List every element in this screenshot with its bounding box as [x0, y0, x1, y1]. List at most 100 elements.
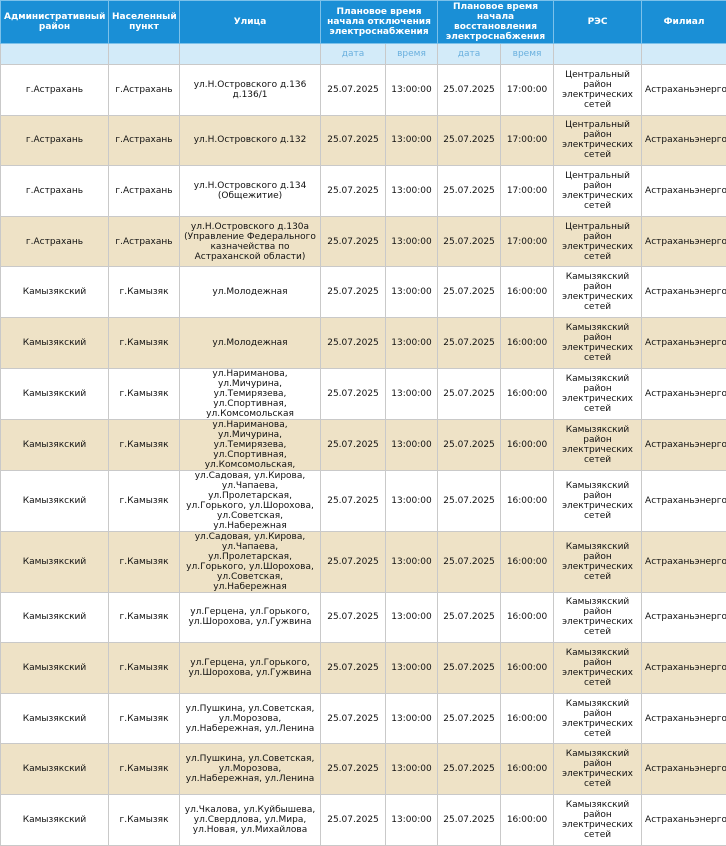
- table-cell: 17:00:00: [501, 216, 554, 267]
- table-cell: г.Камызяк: [109, 419, 180, 470]
- table-cell: 16:00:00: [501, 744, 554, 795]
- table-cell: Камызякский: [1, 267, 109, 318]
- column-header: Филиал: [642, 1, 726, 44]
- table-cell: г.Камызяк: [109, 267, 180, 318]
- table-cell: 13:00:00: [386, 216, 438, 267]
- table-cell: 25.07.2025: [438, 794, 501, 845]
- table-cell: ул.Садовая, ул.Кирова, ул.Чапаева, ул.Пр…: [180, 531, 321, 592]
- table-cell: 25.07.2025: [438, 368, 501, 419]
- table-cell: г.Астрахань: [1, 65, 109, 116]
- table-cell: 13:00:00: [386, 744, 438, 795]
- table-cell: 25.07.2025: [438, 317, 501, 368]
- table-cell: Камызякский: [1, 419, 109, 470]
- table-cell: 13:00:00: [386, 65, 438, 116]
- table-cell: 16:00:00: [501, 643, 554, 694]
- table-cell: ул.Пушкина, ул.Советская, ул.Морозова, у…: [180, 744, 321, 795]
- table-cell: 25.07.2025: [438, 643, 501, 694]
- table-cell: 13:00:00: [386, 267, 438, 318]
- table-cell: г.Камызяк: [109, 693, 180, 744]
- table-cell: 25.07.2025: [321, 166, 386, 217]
- table-cell: 25.07.2025: [321, 419, 386, 470]
- table-cell: 25.07.2025: [321, 794, 386, 845]
- table-cell: Камызякский: [1, 693, 109, 744]
- table-cell: Камызякский: [1, 317, 109, 368]
- table-cell: г.Камызяк: [109, 643, 180, 694]
- table-cell: 17:00:00: [501, 166, 554, 217]
- table-cell: ул.Нариманова, ул.Мичурина, ул.Темирязев…: [180, 368, 321, 419]
- column-header: РЭС: [554, 1, 642, 44]
- table-cell: Камызякский район электрических сетей: [554, 317, 642, 368]
- table-cell: г.Астрахань: [1, 216, 109, 267]
- table-cell: г.Астрахань: [1, 115, 109, 166]
- subheader-cell: [642, 44, 726, 65]
- table-cell: Астраханьэнерго: [642, 794, 726, 845]
- table-cell: Астраханьэнерго: [642, 693, 726, 744]
- table-cell: Астраханьэнерго: [642, 267, 726, 318]
- table-cell: Астраханьэнерго: [642, 216, 726, 267]
- column-header: Плановое время начала отключения электро…: [321, 1, 438, 44]
- subheader-cell: [554, 44, 642, 65]
- table-cell: ул.Пушкина, ул.Советская, ул.Морозова, у…: [180, 693, 321, 744]
- table-cell: Камызякский: [1, 368, 109, 419]
- table-cell: ул.Н.Островского д.136 д.136/1: [180, 65, 321, 116]
- table-cell: Астраханьэнерго: [642, 470, 726, 531]
- table-cell: г.Камызяк: [109, 592, 180, 643]
- table-cell: Камызякский район электрических сетей: [554, 470, 642, 531]
- table-cell: Камызякский район электрических сетей: [554, 592, 642, 643]
- table-cell: Центральный район электрических сетей: [554, 166, 642, 217]
- table-cell: Камызякский: [1, 531, 109, 592]
- table-cell: Астраханьэнерго: [642, 65, 726, 116]
- table-cell: Астраханьэнерго: [642, 166, 726, 217]
- table-cell: 13:00:00: [386, 115, 438, 166]
- table-cell: 13:00:00: [386, 592, 438, 643]
- table-cell: Камызякский: [1, 744, 109, 795]
- table-cell: 25.07.2025: [321, 368, 386, 419]
- table-cell: 25.07.2025: [438, 65, 501, 116]
- table-cell: 16:00:00: [501, 592, 554, 643]
- table-cell: г.Камызяк: [109, 368, 180, 419]
- table-cell: 16:00:00: [501, 794, 554, 845]
- table-cell: ул.Герцена, ул.Горького, ул.Шорохова, ул…: [180, 592, 321, 643]
- table-cell: 25.07.2025: [438, 470, 501, 531]
- column-header: Плановое время начала восстановления эле…: [438, 1, 554, 44]
- table-cell: 13:00:00: [386, 166, 438, 217]
- table-cell: Астраханьэнерго: [642, 592, 726, 643]
- table-cell: г.Астрахань: [109, 216, 180, 267]
- table-cell: 25.07.2025: [321, 65, 386, 116]
- table-cell: 13:00:00: [386, 794, 438, 845]
- table-cell: 16:00:00: [501, 317, 554, 368]
- table-cell: ул.Молодежная: [180, 317, 321, 368]
- table-cell: 25.07.2025: [321, 470, 386, 531]
- table-cell: 25.07.2025: [438, 115, 501, 166]
- table-cell: Астраханьэнерго: [642, 115, 726, 166]
- table-cell: ул.Н.Островского д.130а (Управление Феде…: [180, 216, 321, 267]
- table-cell: 25.07.2025: [321, 267, 386, 318]
- table-cell: г.Астрахань: [109, 115, 180, 166]
- subheader-cell: [1, 44, 109, 65]
- table-cell: 16:00:00: [501, 470, 554, 531]
- table-cell: 25.07.2025: [438, 744, 501, 795]
- table-cell: Камызякский район электрических сетей: [554, 794, 642, 845]
- table-cell: 25.07.2025: [438, 166, 501, 217]
- table-cell: 25.07.2025: [321, 693, 386, 744]
- table-cell: Астраханьэнерго: [642, 419, 726, 470]
- table-cell: Центральный район электрических сетей: [554, 65, 642, 116]
- table-cell: ул.Нариманова, ул.Мичурина, ул.Темирязев…: [180, 419, 321, 470]
- table-cell: Камызякский: [1, 592, 109, 643]
- table-cell: 25.07.2025: [321, 115, 386, 166]
- table-cell: 25.07.2025: [438, 267, 501, 318]
- table-cell: Камызякский район электрических сетей: [554, 419, 642, 470]
- table-cell: 25.07.2025: [438, 693, 501, 744]
- table-cell: 16:00:00: [501, 267, 554, 318]
- subheader-cell: [109, 44, 180, 65]
